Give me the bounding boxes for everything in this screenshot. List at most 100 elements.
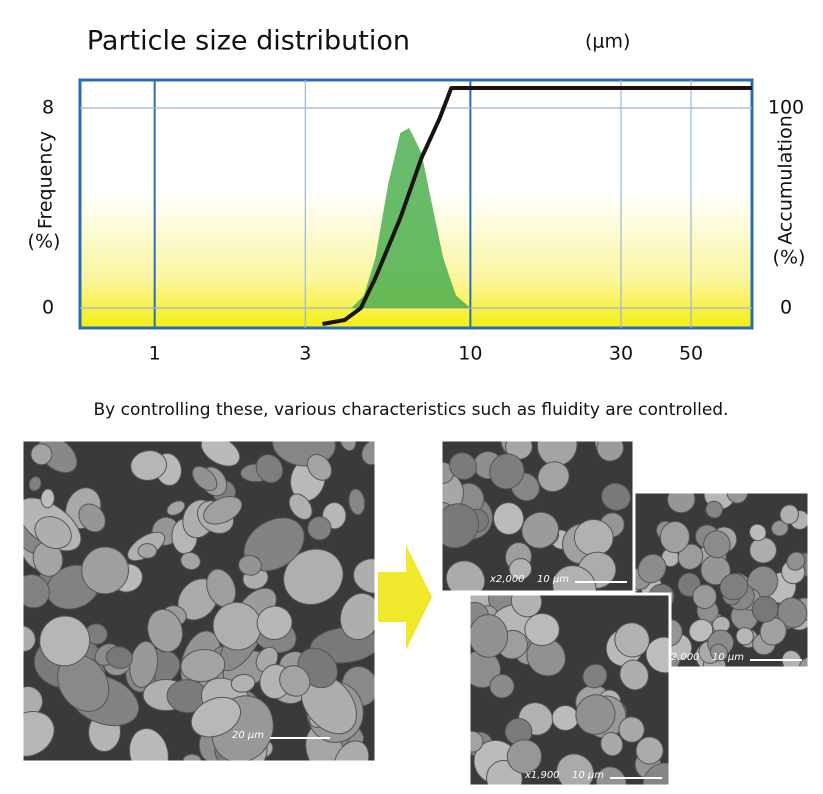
- particle: [786, 551, 806, 571]
- particle: [39, 615, 91, 667]
- caption: By controlling these, various characteri…: [94, 400, 729, 420]
- particle: [40, 488, 55, 509]
- particle: [692, 584, 717, 610]
- particle: [688, 618, 714, 643]
- x-tick-label: 10: [458, 343, 482, 365]
- magnification: x2,000: [664, 652, 700, 663]
- particle: [105, 646, 133, 669]
- scale-label: 20 μm: [232, 730, 264, 741]
- particle: [575, 694, 616, 735]
- x-tick-label: 30: [609, 343, 633, 365]
- x-tick-label: 50: [679, 343, 703, 365]
- y-label: Frequency: [35, 131, 57, 229]
- x-tick-label: 1: [149, 343, 161, 365]
- particle: [506, 739, 542, 774]
- y2-tick-label: 0: [780, 297, 792, 319]
- particle: [78, 503, 106, 533]
- particle: [279, 665, 311, 697]
- particle: [771, 519, 789, 537]
- particle: [748, 523, 767, 542]
- particle: [180, 551, 201, 571]
- particle: [361, 440, 376, 466]
- particle: [445, 560, 486, 592]
- particle: [703, 530, 731, 559]
- image-frame: [467, 592, 672, 788]
- particle: [191, 465, 218, 492]
- y2-tick-label: 100: [768, 97, 804, 119]
- particle: [719, 573, 749, 601]
- particle: [759, 617, 787, 646]
- particle: [130, 450, 168, 481]
- chart-title: Particle size distribution: [87, 26, 410, 57]
- particle: [489, 674, 515, 699]
- particle: [28, 476, 42, 492]
- sem-image: x1,900 10 μm: [469, 594, 670, 786]
- particle: [619, 659, 649, 691]
- particle: [709, 643, 729, 662]
- scale-label: 10 μm: [537, 574, 569, 585]
- particle: [521, 511, 560, 549]
- particle: [493, 502, 525, 536]
- particle: [449, 452, 477, 480]
- particle: [595, 766, 627, 786]
- particle: [129, 728, 169, 762]
- particle: [230, 674, 256, 693]
- particle: [441, 461, 455, 484]
- particle: [203, 496, 243, 525]
- particle: [635, 736, 664, 765]
- particle: [22, 711, 55, 757]
- y-tick-label: 0: [42, 297, 54, 319]
- y2-unit: (%): [773, 247, 806, 269]
- particle: [469, 730, 484, 753]
- particle: [34, 516, 72, 550]
- magnification: x1,900: [524, 770, 560, 781]
- particle: [255, 454, 284, 484]
- y-unit: (%): [28, 231, 61, 253]
- y-tick-label: 8: [42, 97, 54, 119]
- x-unit: (μm): [585, 31, 630, 53]
- particle: [288, 493, 313, 520]
- particle: [489, 453, 525, 490]
- particle: [147, 608, 184, 653]
- particle: [339, 592, 376, 641]
- image-frame: [20, 438, 378, 764]
- particle: [306, 454, 333, 481]
- particle: [190, 696, 241, 738]
- particle: [614, 622, 650, 658]
- particle: [751, 595, 779, 623]
- particle: [642, 762, 670, 786]
- particle: [352, 558, 376, 594]
- sem-image: x2,000 10 μm: [634, 492, 809, 668]
- particle: [618, 716, 645, 743]
- particle: [182, 753, 202, 762]
- particle: [526, 637, 566, 677]
- particle: [30, 443, 53, 466]
- particle: [524, 612, 560, 647]
- images: 20 μm x2,000 10 μm x2,000 10 μm x1,900 10 μm: [20, 438, 811, 788]
- particle: [637, 553, 667, 584]
- particle: [166, 500, 186, 516]
- particle: [307, 516, 332, 541]
- particle: [238, 554, 262, 576]
- arrow: [378, 545, 432, 650]
- particle: [256, 605, 293, 640]
- particle: [749, 536, 777, 564]
- particle: [735, 627, 754, 646]
- image-frame: [632, 490, 811, 670]
- plot: 1 3 10 30 50 0 8 0 100: [42, 80, 804, 365]
- particle: [508, 558, 533, 581]
- sem-image: 20 μm: [22, 440, 376, 762]
- scale-label: 10 μm: [572, 770, 604, 781]
- particle: [22, 685, 44, 717]
- particle: [552, 565, 597, 592]
- particle: [180, 648, 226, 683]
- particle: [601, 482, 631, 511]
- y2-label: Accumulation: [775, 115, 797, 244]
- particle: [212, 601, 262, 651]
- particle: [779, 504, 799, 525]
- accumulation-line: [322, 86, 752, 326]
- scale-label: 10 μm: [712, 652, 744, 663]
- particle: [705, 500, 724, 519]
- magnification: x2,000: [489, 574, 525, 585]
- particle: [659, 520, 690, 554]
